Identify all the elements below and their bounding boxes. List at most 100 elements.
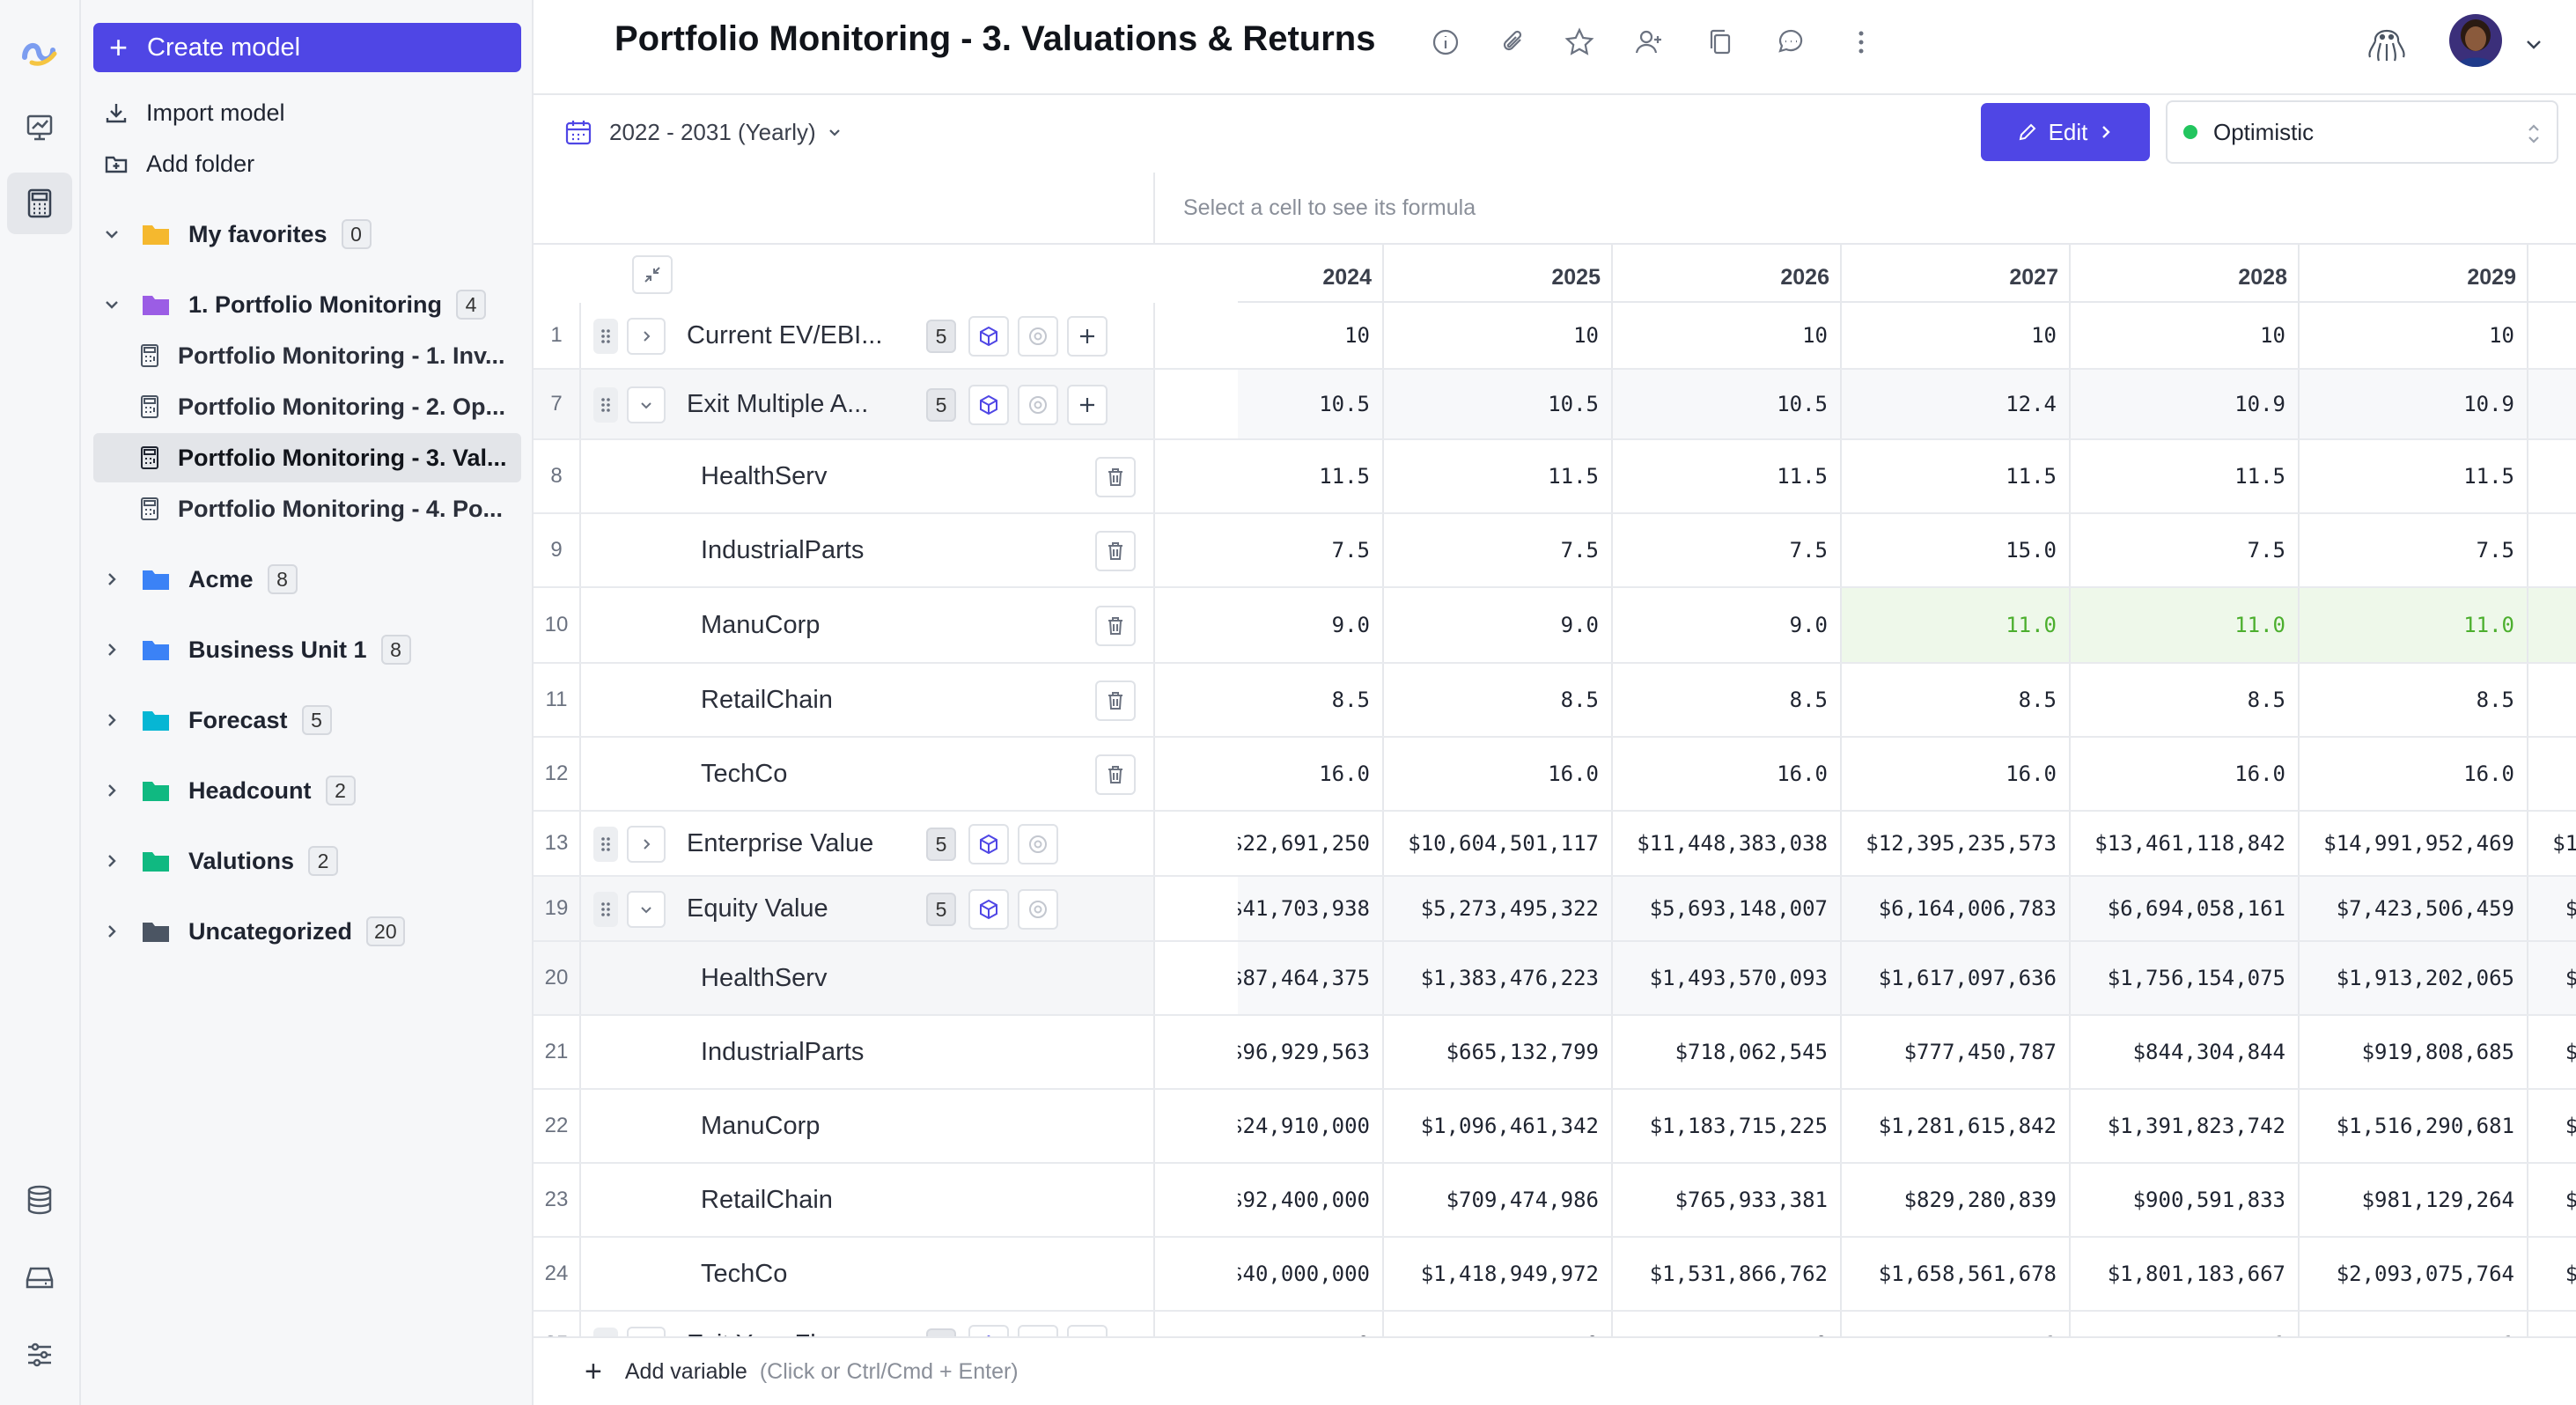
data-cell[interactable]: 16.0 <box>1238 738 1384 810</box>
attach-button[interactable] <box>1497 25 1532 60</box>
data-cell[interactable]: $1,516,290,681 <box>2300 1090 2528 1162</box>
data-cell[interactable]: 10 <box>2071 303 2300 368</box>
data-cell[interactable]: $919,808,685 <box>2300 1016 2528 1088</box>
cube-icon[interactable] <box>968 824 1009 864</box>
at-sign-icon[interactable] <box>1018 1325 1058 1336</box>
data-cell[interactable]: $1,183,715,225 <box>1613 1090 1842 1162</box>
add-child-button[interactable] <box>1067 1325 1108 1336</box>
chevron-down-icon[interactable] <box>627 891 666 928</box>
data-cell[interactable]: 2 <box>2528 1312 2576 1336</box>
drag-handle-icon[interactable] <box>593 892 618 927</box>
data-cell[interactable]: $900,591,833 <box>2071 1164 2300 1236</box>
data-cell[interactable]: $1,658,561,678 <box>1842 1238 2071 1310</box>
variable-name[interactable]: TechCo <box>701 1260 788 1288</box>
at-sign-icon[interactable] <box>1018 385 1058 425</box>
data-cell[interactable]: 7.5 <box>2071 514 2300 586</box>
row-label-cell[interactable]: IndustrialParts <box>581 1016 1155 1088</box>
data-cell[interactable]: 10.5 <box>1238 370 1384 438</box>
data-cell[interactable]: $10,604,501,117 <box>1384 812 1613 875</box>
formula-placeholder[interactable]: Select a cell to see its formula <box>1183 195 1476 220</box>
data-cell[interactable]: 0 <box>1384 1312 1613 1336</box>
data-cell[interactable]: $22,691,250 <box>1238 812 1384 875</box>
folder-portfolio-monitoring[interactable]: 1. Portfolio Monitoring 4 <box>102 284 486 325</box>
comments-button[interactable] <box>1773 25 1808 60</box>
data-cell[interactable]: 0 <box>1238 1312 1384 1336</box>
data-cell[interactable]: $87,464,375 <box>1238 942 1384 1014</box>
chevron-right-icon[interactable] <box>627 1327 666 1336</box>
variable-name[interactable]: Equity Value <box>687 894 828 923</box>
data-cell[interactable]: $1,005,355,772 <box>2528 1016 2576 1088</box>
add-child-button[interactable] <box>1067 316 1108 357</box>
data-cell[interactable]: 11.0 <box>2071 588 2300 662</box>
row-label-cell[interactable]: Exit Year Flag 6 <box>581 1312 1155 1336</box>
folder-business-unit-1[interactable]: Business Unit 1 8 <box>102 629 411 670</box>
variable-name[interactable]: HealthServ <box>701 964 828 992</box>
add-folder-button[interactable]: Add folder <box>104 144 254 183</box>
data-cell[interactable]: $2,091,140,005 <box>2528 942 2576 1014</box>
data-cell[interactable]: $844,304,844 <box>2071 1016 2300 1088</box>
create-model-button[interactable]: + Create model <box>93 23 521 72</box>
data-cell[interactable]: $40,000,000 <box>1238 1238 1384 1310</box>
favorite-button[interactable] <box>1562 25 1597 60</box>
data-cell[interactable]: 10.5 <box>1384 370 1613 438</box>
variable-name[interactable]: RetailChain <box>701 1186 833 1214</box>
account-menu-button[interactable] <box>2516 26 2551 62</box>
data-cell[interactable]: $1,531,866,762 <box>1613 1238 1842 1310</box>
folder-forecast[interactable]: Forecast 5 <box>102 700 332 740</box>
data-cell[interactable]: 10 <box>2528 303 2576 368</box>
variable-name[interactable]: Enterprise Value <box>687 829 874 857</box>
data-cell[interactable]: 10.9 <box>2528 370 2576 438</box>
data-cell[interactable]: $6,694,058,161 <box>2071 877 2300 940</box>
cube-icon[interactable] <box>968 385 1009 425</box>
data-cell[interactable]: 10.9 <box>2071 370 2300 438</box>
scenario-select[interactable]: Optimistic <box>2166 100 2558 164</box>
at-sign-icon[interactable] <box>1018 824 1058 864</box>
data-cell[interactable]: $777,450,787 <box>1842 1016 2071 1088</box>
data-cell[interactable]: $96,929,563 <box>1238 1016 1384 1088</box>
data-cell[interactable]: 10 <box>1842 303 2071 368</box>
data-cell[interactable]: $16,386,283,569 <box>2528 812 2576 875</box>
data-cell[interactable]: 16.0 <box>1842 738 2071 810</box>
data-cell[interactable]: $92,400,000 <box>1238 1164 1384 1236</box>
drag-handle-icon[interactable] <box>593 827 618 862</box>
column-header[interactable]: 2024 <box>1238 245 1384 303</box>
data-cell[interactable]: 1 <box>2071 1312 2300 1336</box>
row-label-cell[interactable]: IndustrialParts <box>581 514 1155 586</box>
data-cell[interactable]: 11.0 <box>2300 588 2528 662</box>
share-button[interactable] <box>1632 25 1667 60</box>
data-cell[interactable]: 15.0 <box>1842 514 2071 586</box>
data-cell[interactable]: $1,072,379,490 <box>2528 1164 2576 1236</box>
data-cell[interactable]: 9.0 <box>1384 588 1613 662</box>
folder-uncategorized[interactable]: Uncategorized 20 <box>102 911 405 952</box>
row-label-cell[interactable]: ManuCorp <box>581 1090 1155 1162</box>
data-cell[interactable]: $1,383,476,223 <box>1384 942 1613 1014</box>
data-cell[interactable]: 11.5 <box>1842 440 2071 512</box>
data-cell[interactable]: 7.5 <box>2528 514 2576 586</box>
data-cell[interactable]: 11.5 <box>2300 440 2528 512</box>
at-sign-icon[interactable] <box>1018 316 1058 357</box>
rail-models[interactable] <box>7 173 72 234</box>
data-cell[interactable]: $1,096,461,342 <box>1384 1090 1613 1162</box>
data-cell[interactable]: 8.5 <box>1613 664 1842 736</box>
data-cell[interactable]: 9.0 <box>1238 588 1384 662</box>
row-label-cell[interactable]: ManuCorp <box>581 588 1155 662</box>
file-portfolio-monitoring-4[interactable]: Portfolio Monitoring - 4. Po... <box>93 484 521 533</box>
app-logo[interactable] <box>7 21 72 83</box>
rail-data[interactable] <box>7 1169 72 1231</box>
data-cell[interactable]: 16.0 <box>2071 738 2300 810</box>
chevron-right-icon[interactable] <box>627 826 666 863</box>
row-label-cell[interactable]: Equity Value 5 <box>581 877 1155 940</box>
data-cell[interactable]: $5,693,148,007 <box>1613 877 1842 940</box>
data-cell[interactable]: $2,287,742,912 <box>2528 1238 2576 1310</box>
trash-icon[interactable] <box>1095 457 1136 497</box>
row-label-cell[interactable]: RetailChain <box>581 664 1155 736</box>
trash-icon[interactable] <box>1095 606 1136 646</box>
data-cell[interactable]: $7,423,506,459 <box>2300 877 2528 940</box>
trash-icon[interactable] <box>1095 680 1136 721</box>
data-cell[interactable]: 10 <box>1384 303 1613 368</box>
rail-inbox[interactable] <box>7 1247 72 1308</box>
rail-dashboards[interactable] <box>7 97 72 158</box>
row-label-cell[interactable]: TechCo <box>581 738 1155 810</box>
data-cell[interactable]: $12,395,235,573 <box>1842 812 2071 875</box>
data-cell[interactable]: $1,913,202,065 <box>2300 942 2528 1014</box>
